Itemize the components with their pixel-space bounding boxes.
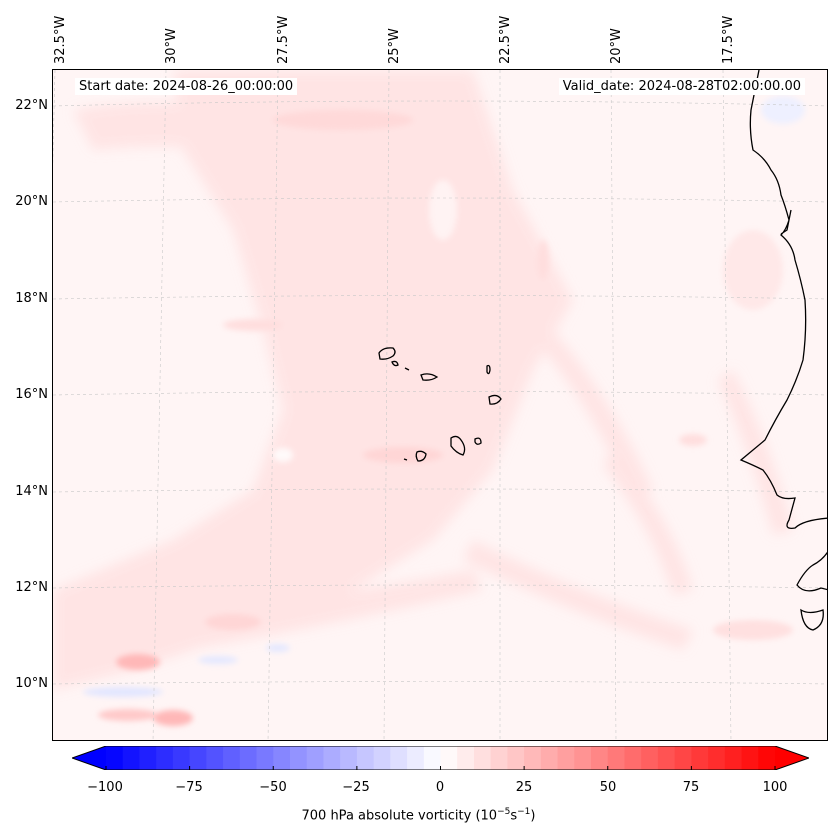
- colorbar-segment: [691, 746, 709, 770]
- cape-verde-islands: [378, 347, 502, 462]
- colorbar-segment: [591, 746, 609, 770]
- lat-label-16n: 16°N: [15, 387, 48, 402]
- colorbar-segment: [674, 746, 692, 770]
- colorbar-segment: [189, 746, 207, 770]
- colorbar-extend-min: [72, 746, 106, 770]
- colorbar-title: 700 hPa absolute vorticity (10−5s−1): [301, 807, 536, 824]
- colorbar-segment: [172, 746, 191, 770]
- colorbar-segment: [574, 746, 592, 770]
- colorbar-tick: 75: [682, 780, 700, 795]
- lon-label-32-5w: 32.5°W: [53, 15, 68, 64]
- colorbar-tick: −100: [87, 780, 123, 795]
- lat-label-12n: 12°N: [15, 580, 48, 595]
- colorbar-segment: [524, 746, 542, 770]
- colorbar-segment: [373, 746, 391, 770]
- colorbar-segment: [423, 746, 441, 770]
- colorbar-segment: [724, 746, 743, 770]
- vorticity-blobs: [83, 96, 805, 726]
- colorbar-segment: [390, 746, 408, 770]
- colorbar-segment: [607, 746, 625, 770]
- colorbar-segment: [657, 746, 676, 770]
- lon-label-25w: 25°W: [387, 28, 402, 64]
- lat-label-20n: 20°N: [15, 194, 48, 209]
- lat-label-14n: 14°N: [15, 484, 48, 499]
- colorbar-segment: [624, 746, 642, 770]
- vorticity-field: [53, 70, 827, 740]
- colorbar-tick: 25: [515, 780, 533, 795]
- start-date-label: Start date: 2024-08-26_00:00:00: [75, 78, 298, 95]
- lat-label-22n: 22°N: [15, 98, 48, 113]
- colorbar-segment: [758, 746, 776, 770]
- colorbar-tick: −50: [259, 780, 287, 795]
- colorbar-segment: [708, 746, 726, 770]
- colorbar-tick: 100: [762, 780, 788, 795]
- colorbar-segment: [340, 746, 358, 770]
- colorbar-tick: 0: [435, 780, 445, 795]
- colorbar-segment: [223, 746, 241, 770]
- colorbar-segment: [273, 746, 291, 770]
- lon-label-27-5w: 27.5°W: [276, 15, 291, 64]
- lon-label-30w: 30°W: [164, 28, 179, 64]
- colorbar-segment: [741, 746, 759, 770]
- colorbar-segment: [557, 746, 575, 770]
- colorbar-segment: [457, 746, 475, 770]
- colorbar-segment: [122, 746, 140, 770]
- colorbar-tick: 50: [599, 780, 617, 795]
- lon-label-22-5w: 22.5°W: [498, 15, 513, 64]
- colorbar-segment: [507, 746, 525, 770]
- colorbar-segment: [106, 746, 124, 770]
- colorbar-segment: [473, 746, 492, 770]
- colorbar-segment: [540, 746, 559, 770]
- africa-coastline: [739, 70, 827, 631]
- colorbar-segment: [407, 746, 425, 770]
- colorbar-segment: [239, 746, 258, 770]
- lat-label-10n: 10°N: [15, 676, 48, 691]
- colorbar: [72, 746, 809, 770]
- colorbar-segment: [156, 746, 174, 770]
- colorbar-tick: −75: [175, 780, 203, 795]
- map-panel: Start date: 2024-08-26_00:00:00 Valid_da…: [52, 69, 828, 741]
- colorbar-segment: [206, 746, 224, 770]
- colorbar-segment: [256, 746, 274, 770]
- graticule: [53, 70, 827, 740]
- lon-label-17-5w: 17.5°W: [721, 15, 736, 64]
- colorbar-segment: [139, 746, 157, 770]
- colorbar-segment: [440, 746, 458, 770]
- colorbar-segment: [356, 746, 375, 770]
- lon-label-20w: 20°W: [609, 28, 624, 64]
- colorbar-extend-max: [775, 746, 809, 770]
- colorbar-segment: [323, 746, 341, 770]
- colorbar-segment: [641, 746, 659, 770]
- colorbar-segment: [490, 746, 508, 770]
- colorbar-segment: [289, 746, 308, 770]
- colorbar-segment: [306, 746, 324, 770]
- valid-date-label: Valid_date: 2024-08-28T02:00:00.00: [558, 78, 805, 95]
- colorbar-tick: −25: [342, 780, 370, 795]
- lat-label-18n: 18°N: [15, 291, 48, 306]
